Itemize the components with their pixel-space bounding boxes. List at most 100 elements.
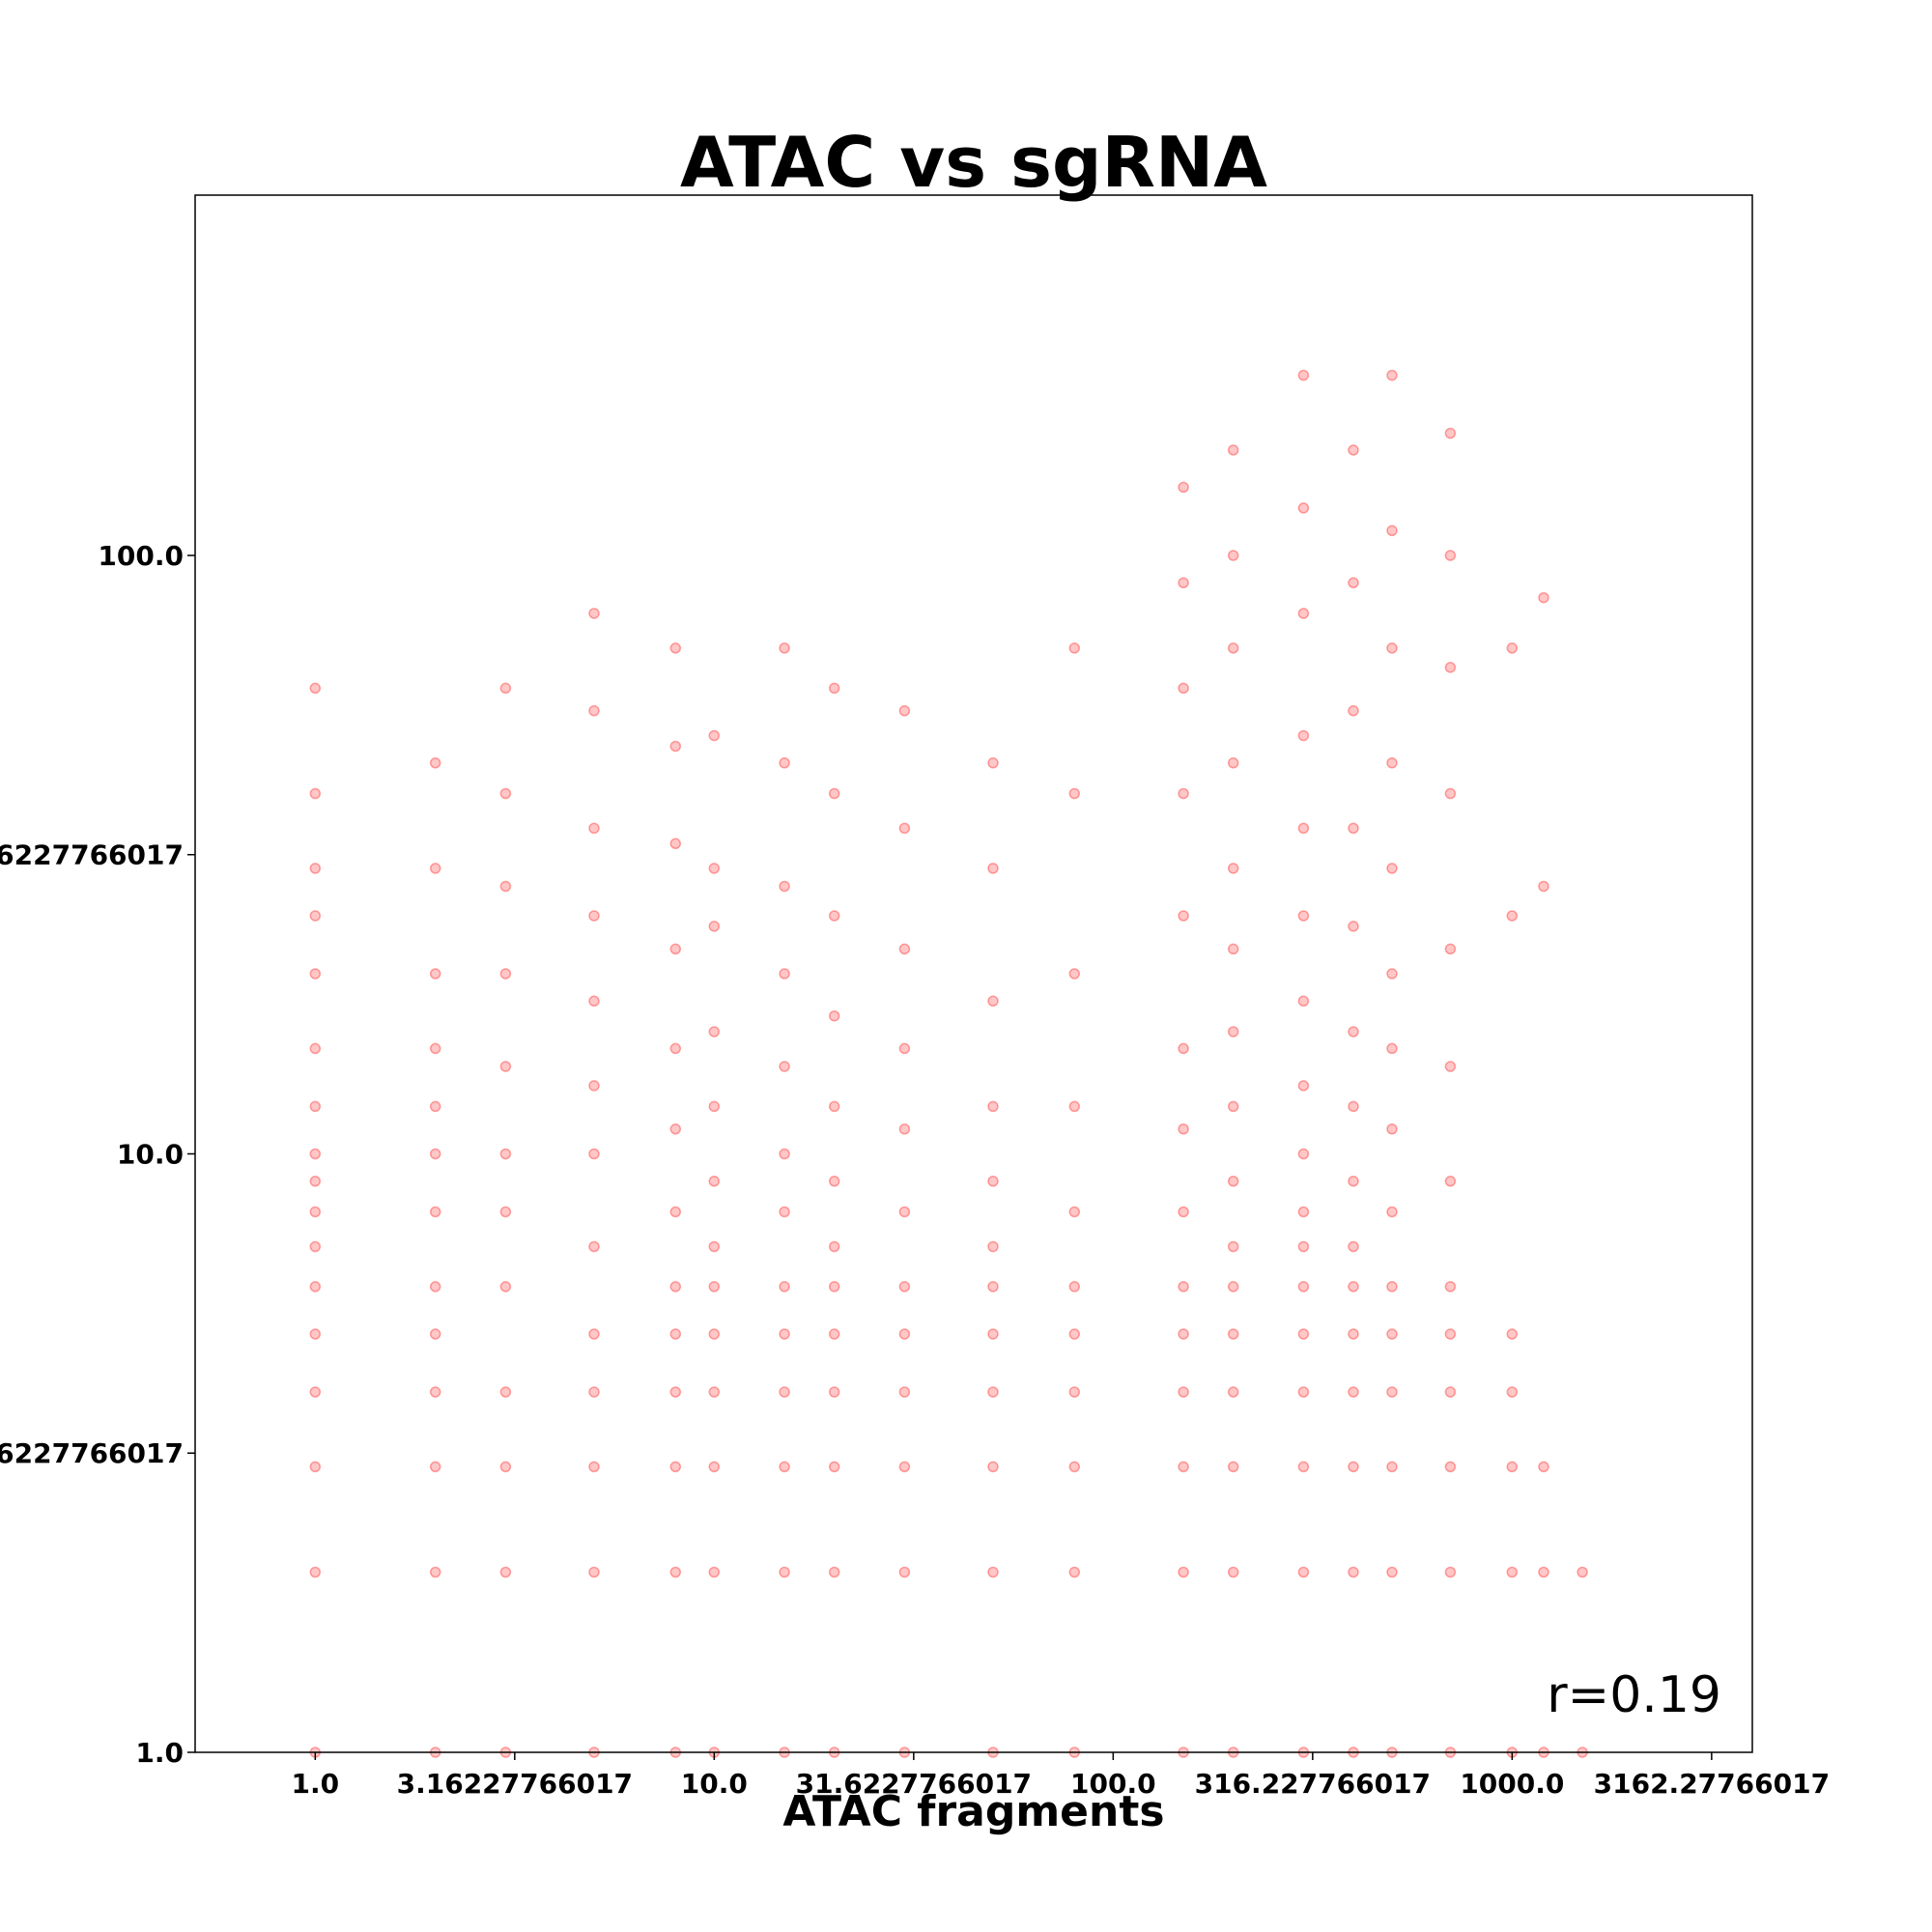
data-point: [1297, 608, 1310, 619]
data-point: [1386, 369, 1398, 382]
data-point: [898, 1328, 911, 1340]
y-tick-label: 1.0: [135, 1737, 184, 1769]
data-point: [1178, 1386, 1189, 1398]
data-point: [898, 822, 911, 835]
data-point: [429, 968, 441, 980]
data-point: [669, 1566, 682, 1578]
data-point: [987, 1328, 999, 1340]
data-point: [1506, 642, 1519, 654]
data-point: [1386, 1206, 1398, 1218]
data-point: [987, 1566, 999, 1578]
x-tick-label: 10.0: [681, 1768, 748, 1800]
data-point: [779, 1328, 790, 1340]
data-point: [1068, 787, 1081, 800]
data-point: [1178, 1123, 1189, 1135]
data-point: [708, 1100, 721, 1113]
data-point: [1178, 682, 1189, 695]
data-point: [1444, 787, 1457, 800]
data-point: [309, 1566, 322, 1578]
y-tick-label: 100.0: [98, 540, 184, 572]
data-point: [1444, 1386, 1457, 1398]
data-point: [1068, 1100, 1081, 1113]
data-point: [499, 1566, 512, 1578]
data-point: [1297, 1566, 1310, 1578]
data-point: [1178, 481, 1189, 494]
data-point: [987, 1240, 999, 1253]
data-point: [309, 1461, 322, 1473]
data-point: [588, 910, 600, 922]
data-point: [1348, 1461, 1359, 1473]
data-point: [1348, 1281, 1359, 1293]
data-point: [1178, 1281, 1189, 1293]
data-point: [1178, 1206, 1189, 1218]
data-point: [1348, 1100, 1359, 1113]
data-point: [1386, 1328, 1398, 1340]
x-tick-label: 100.0: [1070, 1768, 1156, 1800]
data-point: [1297, 1386, 1310, 1398]
data-point: [1297, 1240, 1310, 1253]
data-point: [309, 1148, 322, 1160]
data-point: [1348, 1386, 1359, 1398]
data-point: [987, 757, 999, 769]
data-point: [1297, 1206, 1310, 1218]
data-point: [429, 1566, 441, 1578]
x-tick-label: 31.6227766017: [796, 1768, 1032, 1800]
x-tick-label: 3.16227766017: [397, 1768, 633, 1800]
data-point: [429, 1042, 441, 1055]
data-point: [1348, 1328, 1359, 1340]
data-point: [309, 1386, 322, 1398]
data-point: [1506, 1566, 1519, 1578]
data-point: [779, 642, 790, 654]
data-point: [1227, 1176, 1239, 1187]
data-point: [708, 1566, 721, 1578]
data-point: [588, 608, 600, 619]
data-point: [779, 1206, 790, 1218]
data-point: [779, 1281, 790, 1293]
data-point: [828, 682, 840, 695]
data-point: [708, 1461, 721, 1473]
data-point: [588, 1148, 600, 1160]
data-point: [429, 1386, 441, 1398]
data-point: [588, 1328, 600, 1340]
data-point: [309, 1206, 322, 1218]
data-point: [1386, 642, 1398, 654]
y-tick-label: 3.16227766017: [0, 1437, 184, 1469]
data-point: [669, 1386, 682, 1398]
data-point: [898, 1566, 911, 1578]
data-point: [708, 1176, 721, 1187]
data-point: [1538, 1566, 1549, 1578]
data-point: [429, 757, 441, 769]
data-point: [779, 1061, 790, 1072]
data-point: [898, 1386, 911, 1398]
data-point: [1444, 1328, 1457, 1340]
data-point: [1386, 757, 1398, 769]
data-point: [708, 729, 721, 742]
data-point: [588, 1240, 600, 1253]
data-point: [1386, 1042, 1398, 1055]
data-point: [987, 1176, 999, 1187]
data-point: [1348, 1566, 1359, 1578]
data-point: [309, 1240, 322, 1253]
data-point: [499, 1206, 512, 1218]
data-point: [1297, 369, 1310, 382]
data-point: [1506, 1461, 1519, 1473]
data-point: [1068, 1206, 1081, 1218]
data-point: [1068, 1328, 1081, 1340]
data-point: [429, 1328, 441, 1340]
data-point: [1386, 968, 1398, 980]
data-point: [309, 1100, 322, 1113]
data-point: [1577, 1566, 1588, 1578]
data-point: [1178, 1461, 1189, 1473]
data-point: [1227, 1281, 1239, 1293]
data-point: [828, 1176, 840, 1187]
data-point: [1444, 1281, 1457, 1293]
data-point: [309, 1281, 322, 1293]
data-point: [1444, 662, 1457, 673]
data-point: [429, 863, 441, 874]
y-tick-label: 10.0: [117, 1138, 184, 1170]
data-point: [987, 1386, 999, 1398]
data-point: [1386, 1281, 1398, 1293]
x-tick-label: 3162.27766017: [1594, 1768, 1830, 1800]
data-point: [987, 1281, 999, 1293]
data-point: [309, 1328, 322, 1340]
